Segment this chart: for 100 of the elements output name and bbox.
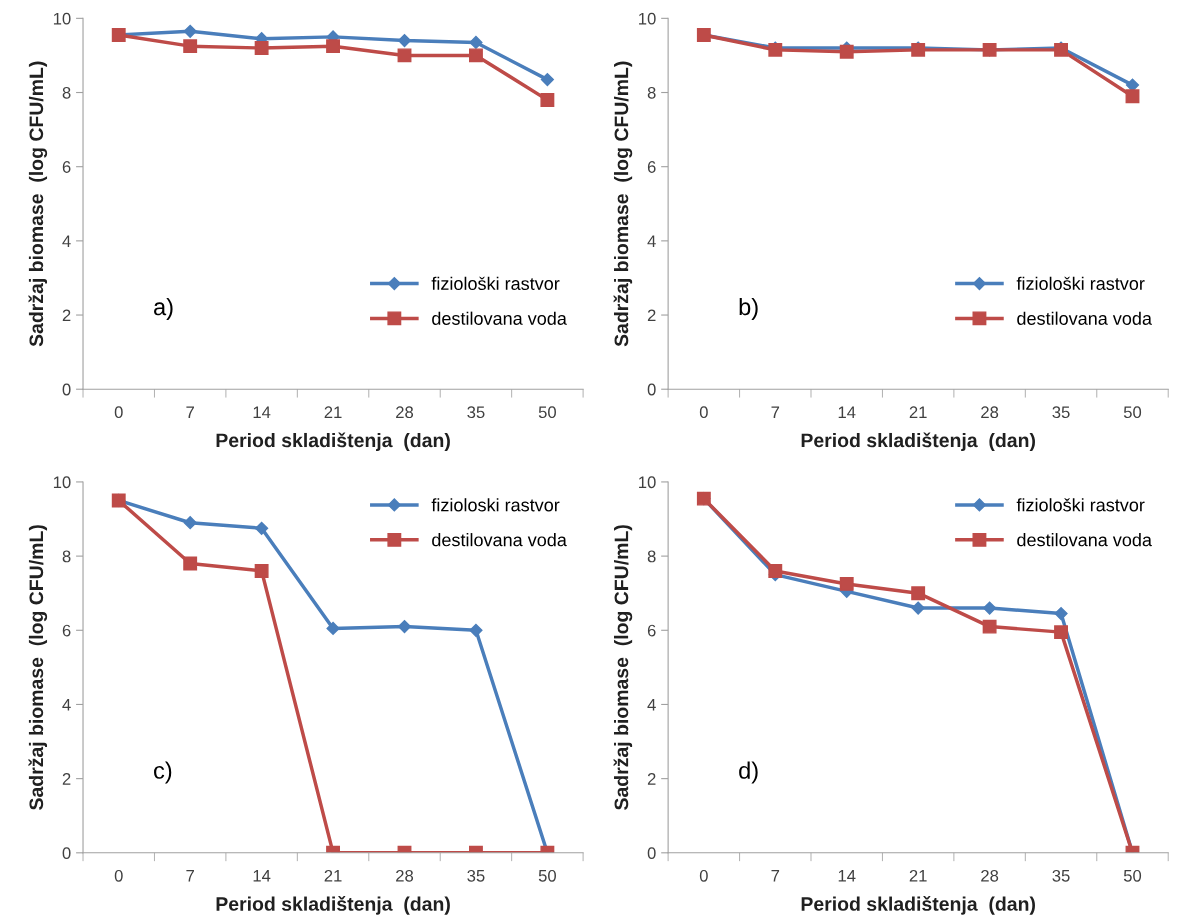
x-tick-label: 35 [467,406,485,419]
point [469,48,483,63]
y-tick-label: 4 [62,235,71,247]
y-tick-label: 2 [647,309,656,322]
annotation: d) [739,761,758,784]
point [254,563,269,578]
x-axis-title: Period skladištenja (dan) [801,432,1035,452]
x-axis-title: Period skladištenja (dan) [801,896,1035,915]
x-tick-label: 50 [538,406,557,419]
legend-label: destilovana voda [1017,311,1152,325]
x-tick-label: 50 [538,869,557,882]
legend-label: fizioloski rastvor [431,498,560,512]
legend-label: destilovana voda [432,311,567,325]
point [983,601,997,615]
y-tick-label: 6 [647,624,656,637]
x-tick-label: 14 [838,870,856,882]
x-axis-title: Period skladištenja (dan) [216,432,450,452]
y-tick-label: 4 [647,699,656,711]
y-tick-label: 8 [62,86,71,99]
x-tick-label: 14 [253,406,271,418]
point [183,556,198,571]
point [839,576,854,591]
x-tick-label: 28 [981,869,999,882]
point [326,621,340,636]
y-tick-label: 2 [62,309,71,322]
point [469,35,483,50]
y-tick-label: 6 [647,161,656,173]
x-tick-label: 50 [1123,406,1142,419]
point [911,586,926,601]
y-axis-title: Sadržaj biomase (log CFU/mL) [613,61,633,347]
point [255,521,269,535]
x-tick-label: 7 [771,870,780,882]
annotation: a) [154,297,173,320]
x-tick-label: 21 [909,869,927,882]
point [183,39,198,54]
y-tick-label: 6 [62,161,71,173]
point [540,72,554,87]
y-tick-label: 0 [647,383,656,396]
x-tick-label: 21 [909,406,927,418]
point [469,623,483,637]
point [911,601,925,615]
point [982,619,997,634]
y-tick-label: 10 [639,476,656,489]
x-tick-label: 7 [186,406,194,418]
point [1125,78,1140,92]
y-tick-label: 4 [647,235,656,247]
point [1054,607,1068,621]
point [1125,89,1140,104]
x-tick-label: 35 [1052,406,1070,419]
point [397,48,412,63]
legend-label: fiziološki rastvor [1016,498,1145,512]
y-tick-label: 10 [53,12,71,25]
x-tick-label: 28 [396,406,414,419]
annotation: b) [739,297,758,320]
x-tick-label: 7 [771,406,780,418]
x-tick-label: 28 [396,869,414,882]
x-tick-label: 35 [1052,869,1070,882]
x-tick-label: 28 [981,406,999,419]
x-axis-title: Period skladištenja (dan) [216,896,450,915]
y-tick-label: 0 [647,847,656,860]
y-tick-label: 6 [62,624,71,637]
x-tick-label: 21 [324,869,342,882]
x-tick-label: 0 [699,406,708,419]
y-axis-title: Sadržaj biomase (log CFU/mL) [28,61,48,347]
point [183,516,197,530]
y-tick-label: 2 [647,773,656,785]
point [839,44,854,59]
point [397,619,412,634]
legend-label: destilovana voda [432,533,567,547]
x-tick-label: 14 [253,870,271,882]
x-tick-label: 21 [324,406,342,418]
point [254,41,269,55]
y-tick-label: 8 [647,86,656,99]
x-tick-label: 0 [114,869,123,882]
y-tick-label: 10 [639,12,656,25]
point [397,34,412,48]
point [183,24,197,38]
x-tick-label: 0 [699,869,708,882]
point [1054,625,1068,640]
y-tick-label: 0 [62,383,71,396]
x-tick-label: 14 [838,406,856,418]
y-axis-title: Sadržaj biomase (log CFU/mL) [613,525,633,810]
y-tick-label: 2 [62,773,71,785]
legend-label: fiziološki rastvor [431,276,560,290]
legend-label: fiziološki rastvor [1016,276,1145,290]
x-tick-label: 50 [1123,869,1142,882]
annotation: c) [154,761,172,784]
point [326,39,341,54]
y-tick-label: 10 [53,476,71,489]
y-tick-label: 8 [62,550,71,563]
y-tick-label: 4 [62,699,71,711]
point [768,563,783,578]
y-tick-label: 0 [62,847,71,860]
legend-label: destilovana voda [1017,533,1152,547]
x-tick-label: 7 [186,870,194,882]
x-tick-label: 35 [467,869,485,882]
y-axis-title: Sadržaj biomase (log CFU/mL) [28,525,48,810]
point [540,92,555,107]
y-tick-label: 8 [647,550,656,563]
x-tick-label: 0 [114,406,123,419]
